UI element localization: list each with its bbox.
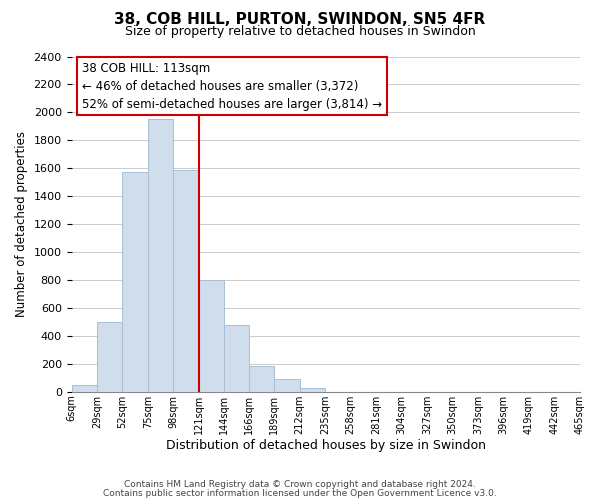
Bar xyxy=(199,280,224,392)
Bar xyxy=(97,322,122,392)
Bar xyxy=(224,324,249,392)
Bar xyxy=(148,120,173,392)
Y-axis label: Number of detached properties: Number of detached properties xyxy=(15,131,28,317)
Bar xyxy=(249,366,274,392)
Text: Contains HM Land Registry data © Crown copyright and database right 2024.: Contains HM Land Registry data © Crown c… xyxy=(124,480,476,489)
Bar xyxy=(122,172,148,392)
Bar xyxy=(173,170,199,392)
Bar xyxy=(274,379,300,392)
Text: 38 COB HILL: 113sqm
← 46% of detached houses are smaller (3,372)
52% of semi-det: 38 COB HILL: 113sqm ← 46% of detached ho… xyxy=(82,62,382,110)
Bar xyxy=(300,388,325,392)
Text: Contains public sector information licensed under the Open Government Licence v3: Contains public sector information licen… xyxy=(103,488,497,498)
Bar xyxy=(71,385,97,392)
X-axis label: Distribution of detached houses by size in Swindon: Distribution of detached houses by size … xyxy=(166,440,486,452)
Text: Size of property relative to detached houses in Swindon: Size of property relative to detached ho… xyxy=(125,25,475,38)
Text: 38, COB HILL, PURTON, SWINDON, SN5 4FR: 38, COB HILL, PURTON, SWINDON, SN5 4FR xyxy=(115,12,485,28)
